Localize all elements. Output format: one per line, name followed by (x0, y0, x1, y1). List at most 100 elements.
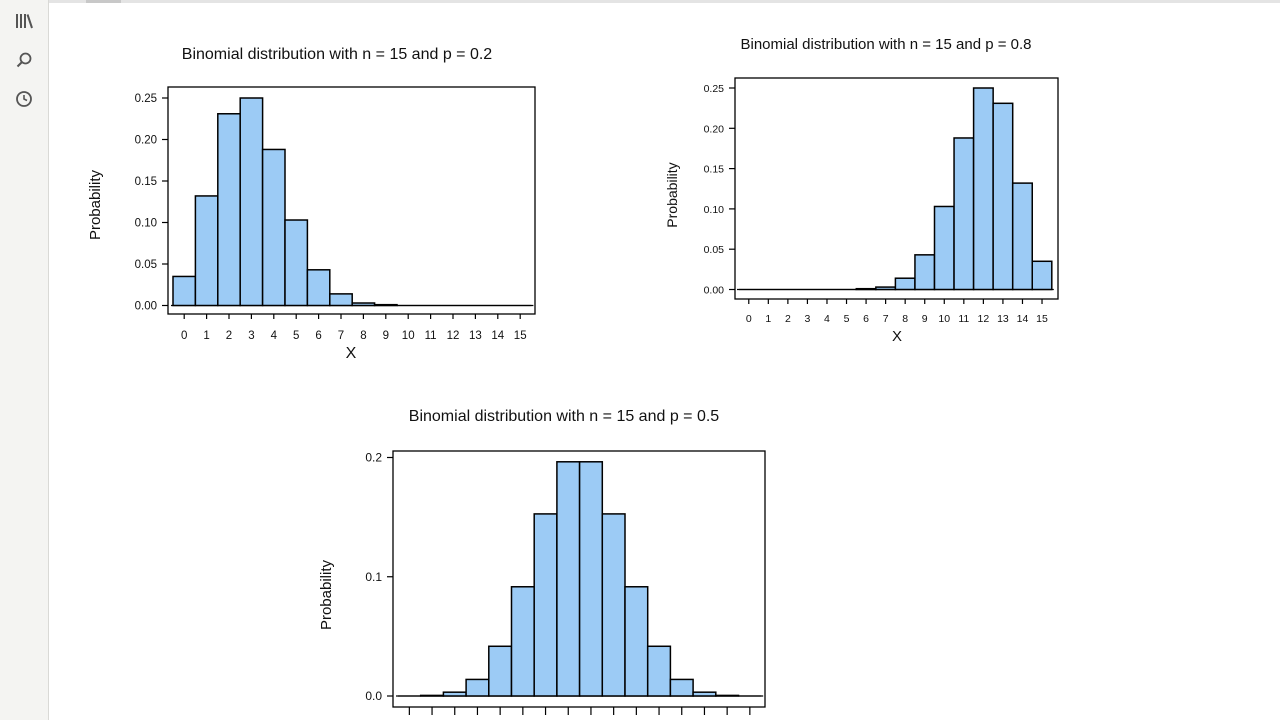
top-bar (49, 0, 1280, 3)
bar-14 (715, 694, 740, 697)
x-tick-label: 8 (360, 330, 366, 342)
x-tick-label: 8 (902, 313, 908, 325)
chart-title: Binomial distribution with n = 15 and p … (409, 408, 720, 425)
x-tick-label: 11 (958, 313, 969, 325)
bar-12 (972, 87, 994, 291)
x-tick-label: 0 (181, 330, 187, 342)
bar-15 (1031, 260, 1053, 291)
bar-6 (855, 287, 877, 291)
y-tick-label: 0.05 (135, 259, 157, 271)
x-tick-label: 6 (863, 313, 869, 325)
bar-14 (1011, 182, 1034, 291)
x-tick-label: 10 (938, 313, 950, 325)
bar-4 (261, 148, 286, 307)
bar-1 (194, 195, 219, 307)
bar-7 (556, 461, 581, 697)
bar-2 (442, 691, 467, 697)
bar-7 (329, 293, 353, 307)
bar-9 (601, 513, 626, 697)
bar-10 (624, 586, 649, 697)
bar-2 (217, 113, 241, 307)
x-tick-label: 9 (383, 330, 389, 342)
y-tick-label: 0.1 (365, 570, 382, 584)
y-tick-label: 0.00 (135, 301, 157, 313)
bar-5 (510, 586, 535, 697)
x-tick-label: 7 (883, 313, 889, 325)
x-tick-label: 10 (402, 330, 415, 342)
x-tick-label: 1 (765, 313, 771, 325)
chart-2: Binomial distribution with n = 15 and p … (664, 36, 1059, 345)
x-tick-label: 1 (203, 330, 209, 342)
bar-10 (933, 205, 955, 291)
bar-11 (646, 645, 672, 697)
x-tick-label: 13 (997, 313, 1009, 325)
bar-9 (914, 254, 936, 291)
y-tick-label: 0.20 (704, 123, 725, 135)
x-tick-label: 7 (338, 330, 344, 342)
bar-8 (894, 277, 916, 291)
x-tick-label: 12 (447, 330, 460, 342)
bar-9 (373, 303, 398, 307)
history-icon[interactable] (12, 87, 36, 111)
y-tick-label: 0.0 (365, 689, 382, 703)
sidebar (0, 0, 49, 720)
x-tick-label: 2 (226, 330, 232, 342)
x-tick-label: 12 (978, 313, 990, 325)
y-tick-label: 0.25 (135, 93, 157, 105)
x-axis-label: X (892, 328, 902, 345)
x-tick-label: 9 (922, 313, 928, 325)
x-tick-label: 6 (315, 330, 321, 342)
x-tick-label: 4 (271, 330, 278, 342)
y-tick-label: 0.10 (704, 204, 725, 216)
bar-11 (953, 137, 975, 291)
x-tick-label: 5 (844, 313, 850, 325)
y-tick-label: 0.20 (135, 135, 157, 147)
x-tick-label: 5 (293, 330, 299, 342)
bar-13 (992, 102, 1014, 291)
bar-3 (465, 678, 490, 697)
plot-frame (734, 77, 1059, 300)
y-axis-label: Probability (87, 169, 104, 240)
y-tick-label: 0.25 (704, 83, 725, 95)
plot-frame (392, 450, 766, 708)
bar-6 (533, 513, 558, 697)
bar-7 (875, 286, 897, 291)
y-tick-label: 0.00 (704, 285, 725, 297)
library-icon[interactable] (12, 9, 36, 33)
x-tick-label: 15 (1036, 313, 1048, 325)
x-tick-label: 3 (248, 330, 254, 342)
x-tick-label: 15 (514, 330, 527, 342)
x-tick-label: 0 (746, 313, 752, 325)
bar-3 (239, 97, 264, 307)
x-tick-label: 3 (805, 313, 811, 325)
x-tick-label: 14 (491, 330, 504, 342)
search-icon[interactable] (12, 48, 36, 72)
chart-title: Binomial distribution with n = 15 and p … (182, 46, 493, 63)
y-tick-label: 0.05 (704, 244, 725, 256)
bar-12 (669, 678, 694, 697)
bar-8 (351, 302, 376, 307)
x-tick-label: 4 (824, 313, 830, 325)
x-tick-label: 2 (785, 313, 791, 325)
x-tick-label: 13 (469, 330, 482, 342)
x-tick-label: 11 (425, 330, 437, 342)
y-tick-label: 0.15 (135, 176, 157, 188)
bar-0 (172, 275, 197, 307)
y-tick-label: 0.2 (365, 451, 382, 465)
bar-5 (284, 219, 309, 307)
chart-title: Binomial distribution with n = 15 and p … (740, 36, 1031, 53)
y-axis-label: Probability (318, 559, 335, 630)
bar-6 (306, 269, 331, 307)
y-tick-label: 0.15 (704, 164, 725, 176)
chart-1: Binomial distribution with n = 15 and p … (87, 46, 536, 362)
x-tick-label: 14 (1017, 313, 1029, 325)
plot-frame (167, 86, 536, 315)
bar-13 (692, 691, 717, 697)
bar-1 (419, 694, 445, 697)
y-tick-label: 0.10 (135, 218, 157, 230)
x-axis-label: X (346, 345, 357, 362)
y-axis-label: Probability (664, 162, 680, 227)
top-tab-indicator[interactable] (86, 0, 121, 3)
bar-4 (488, 645, 513, 697)
